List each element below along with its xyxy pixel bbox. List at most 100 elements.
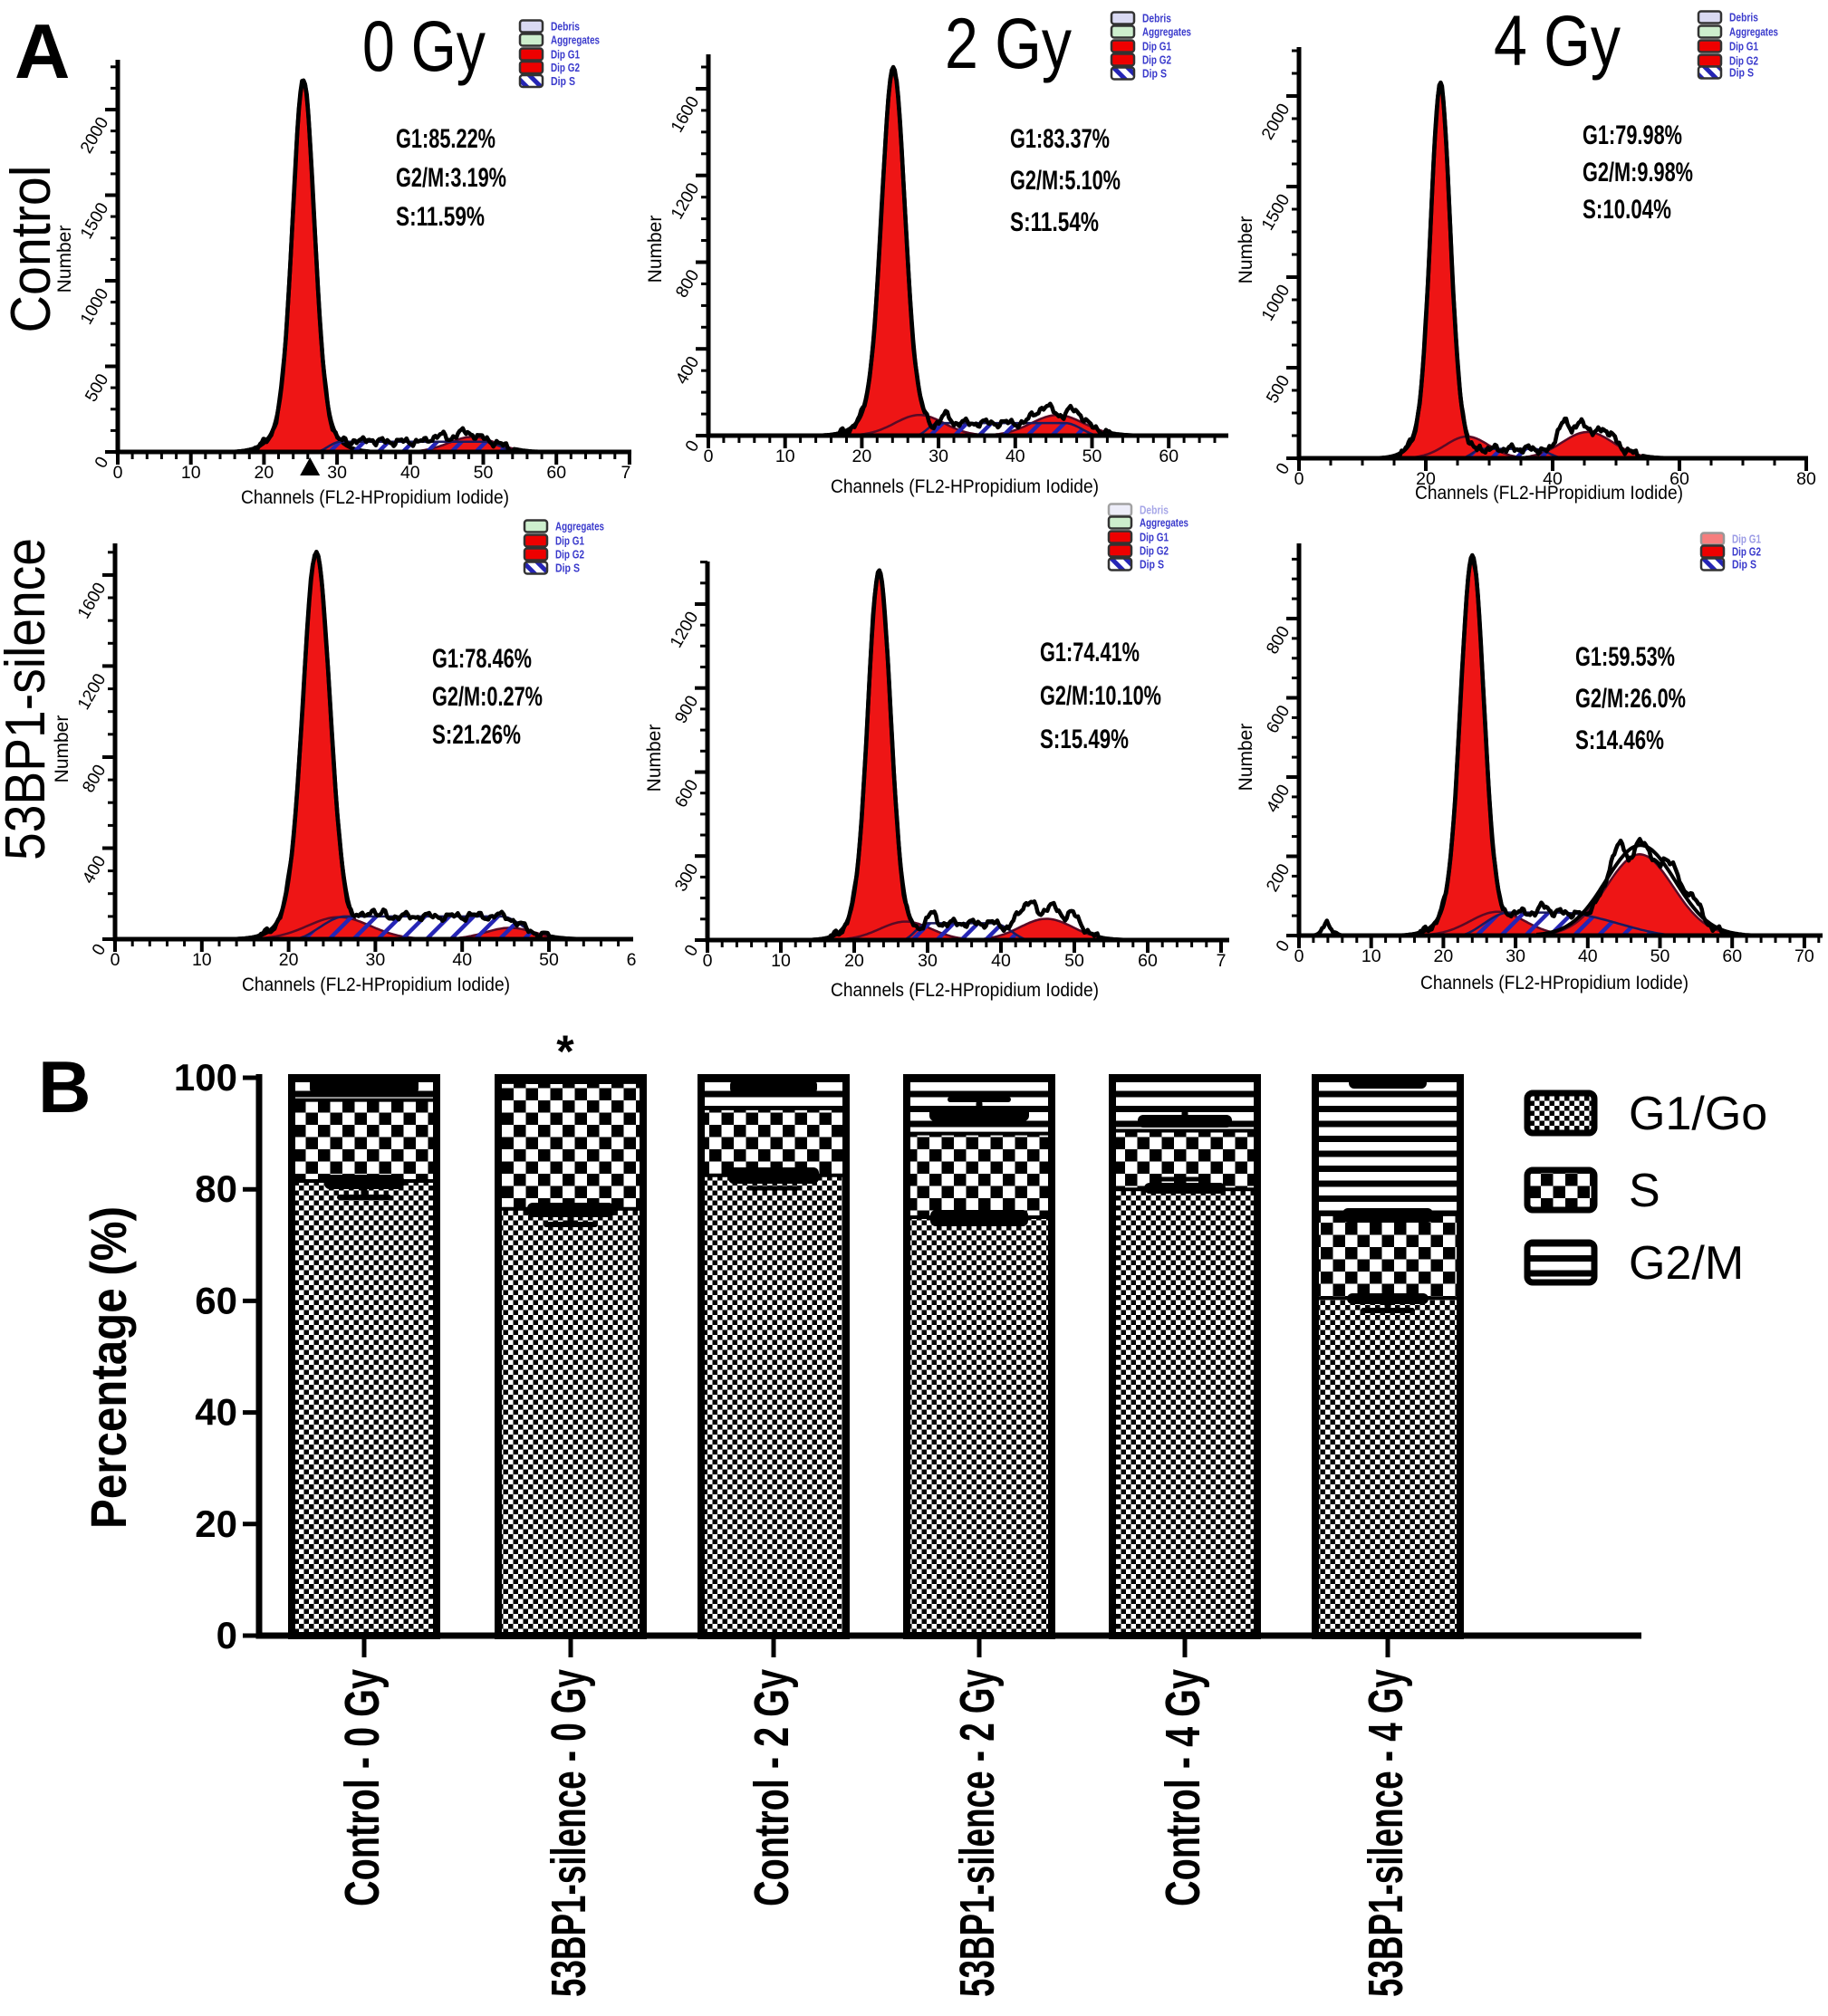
svg-text:100: 100 <box>174 1056 237 1099</box>
svg-text:Dip G2: Dip G2 <box>1732 546 1761 559</box>
svg-text:Dip G1: Dip G1 <box>555 535 584 548</box>
svg-text:Number: Number <box>1236 724 1256 792</box>
svg-text:20: 20 <box>1434 946 1454 966</box>
svg-text:60: 60 <box>195 1279 237 1321</box>
svg-text:Dip G2: Dip G2 <box>1729 55 1758 68</box>
svg-text:53BP1-silence - 2 Gy: 53BP1-silence - 2 Gy <box>950 1669 1005 1997</box>
svg-text:Aggregates: Aggregates <box>551 34 600 47</box>
svg-text:50: 50 <box>1650 946 1670 966</box>
svg-text:S:15.49%: S:15.49% <box>1040 725 1129 754</box>
svg-text:40: 40 <box>991 951 1011 971</box>
svg-text:50: 50 <box>1082 446 1102 466</box>
svg-text:G1:85.22%: G1:85.22% <box>396 124 495 154</box>
svg-text:20: 20 <box>255 463 274 483</box>
svg-text:S:21.26%: S:21.26% <box>432 720 521 750</box>
svg-text:Control - 0 Gy: Control - 0 Gy <box>335 1669 390 1906</box>
svg-text:0: 0 <box>704 446 714 466</box>
svg-text:Dip S: Dip S <box>551 75 575 88</box>
svg-text:7: 7 <box>621 463 630 483</box>
svg-text:0: 0 <box>703 951 713 971</box>
svg-text:50: 50 <box>474 463 494 483</box>
svg-text:Dip G2: Dip G2 <box>551 62 580 74</box>
svg-text:40: 40 <box>1543 469 1563 489</box>
svg-text:2 Gy: 2 Gy <box>945 3 1072 83</box>
svg-text:*: * <box>556 1026 574 1077</box>
svg-text:53BP1-silence - 0 Gy: 53BP1-silence - 0 Gy <box>542 1669 596 1997</box>
svg-text:G2/M:3.19%: G2/M:3.19% <box>396 163 506 193</box>
svg-text:30: 30 <box>1506 946 1525 966</box>
svg-text:Control - 2 Gy: Control - 2 Gy <box>745 1669 799 1906</box>
svg-text:Number: Number <box>645 216 666 283</box>
svg-text:10: 10 <box>775 446 795 466</box>
svg-text:40: 40 <box>452 950 472 970</box>
svg-text:A: A <box>14 9 70 95</box>
svg-text:Number: Number <box>54 226 75 293</box>
svg-text:Debris: Debris <box>1140 504 1169 517</box>
svg-text:G2/M:26.0%: G2/M:26.0% <box>1575 684 1686 714</box>
svg-text:Number: Number <box>52 715 72 783</box>
svg-text:50: 50 <box>539 950 559 970</box>
svg-text:0: 0 <box>113 463 123 483</box>
svg-text:Debris: Debris <box>551 21 580 34</box>
svg-text:Channels (FL2-HPropidium Iodid: Channels (FL2-HPropidium Iodide) <box>242 974 510 995</box>
svg-text:60: 60 <box>1722 946 1742 966</box>
svg-text:40: 40 <box>1578 946 1598 966</box>
svg-text:60: 60 <box>1159 446 1179 466</box>
svg-text:G1/Go: G1/Go <box>1629 1088 1767 1140</box>
svg-text:10: 10 <box>192 950 212 970</box>
svg-text:Dip G1: Dip G1 <box>1732 533 1761 546</box>
svg-text:Debris: Debris <box>1729 12 1758 24</box>
svg-text:0: 0 <box>1294 469 1304 489</box>
svg-text:60: 60 <box>1138 951 1158 971</box>
svg-text:6: 6 <box>627 950 637 970</box>
svg-text:30: 30 <box>327 463 347 483</box>
svg-text:G1:59.53%: G1:59.53% <box>1575 642 1675 672</box>
svg-text:20: 20 <box>195 1502 237 1545</box>
svg-text:0 Gy: 0 Gy <box>362 5 486 86</box>
svg-text:G2/M:5.10%: G2/M:5.10% <box>1010 166 1121 196</box>
svg-text:0: 0 <box>111 950 120 970</box>
svg-text:53BP1-silence - 4 Gy: 53BP1-silence - 4 Gy <box>1359 1669 1413 1997</box>
svg-text:Channels (FL2-HPropidium Iodid: Channels (FL2-HPropidium Iodide) <box>1420 973 1688 994</box>
svg-text:S:14.46%: S:14.46% <box>1575 725 1664 755</box>
svg-text:Number: Number <box>644 725 665 792</box>
svg-text:60: 60 <box>546 463 566 483</box>
svg-text:G2/M:9.98%: G2/M:9.98% <box>1583 158 1693 187</box>
svg-text:S:10.04%: S:10.04% <box>1583 195 1671 225</box>
svg-text:53BP1-silence: 53BP1-silence <box>0 538 57 860</box>
svg-text:Dip G1: Dip G1 <box>1729 41 1758 53</box>
svg-text:20: 20 <box>844 951 864 971</box>
svg-text:G1:74.41%: G1:74.41% <box>1040 638 1140 667</box>
svg-text:Control: Control <box>0 166 63 333</box>
svg-text:Channels (FL2-HPropidium Iodid: Channels (FL2-HPropidium Iodide) <box>241 487 509 508</box>
svg-text:20: 20 <box>279 950 299 970</box>
svg-text:Dip S: Dip S <box>1729 67 1754 80</box>
svg-text:S:11.54%: S:11.54% <box>1010 207 1099 237</box>
svg-text:10: 10 <box>181 463 201 483</box>
svg-text:40: 40 <box>195 1391 237 1434</box>
svg-text:Dip S: Dip S <box>1732 559 1756 571</box>
svg-text:0: 0 <box>216 1614 237 1656</box>
svg-text:4 Gy: 4 Gy <box>1494 0 1621 81</box>
svg-text:Dip G1: Dip G1 <box>1142 41 1171 53</box>
svg-text:Dip S: Dip S <box>555 562 580 575</box>
svg-text:30: 30 <box>918 951 938 971</box>
svg-text:10: 10 <box>1361 946 1381 966</box>
svg-text:40: 40 <box>400 463 420 483</box>
svg-text:20: 20 <box>852 446 872 466</box>
svg-text:Dip G1: Dip G1 <box>551 49 580 62</box>
svg-text:G2/M:10.10%: G2/M:10.10% <box>1040 681 1161 711</box>
svg-text:Channels (FL2-HPropidium Iodid: Channels (FL2-HPropidium Iodide) <box>1415 483 1683 504</box>
svg-text:Aggregates: Aggregates <box>1140 517 1188 530</box>
svg-text:60: 60 <box>1669 469 1689 489</box>
svg-text:Dip S: Dip S <box>1140 559 1164 571</box>
svg-text:Dip G1: Dip G1 <box>1140 532 1169 544</box>
svg-text:Dip G2: Dip G2 <box>555 549 584 562</box>
svg-text:Dip S: Dip S <box>1142 68 1167 81</box>
svg-text:Aggregates: Aggregates <box>1729 26 1778 39</box>
svg-text:Dip G2: Dip G2 <box>1140 545 1169 558</box>
svg-text:7: 7 <box>1217 951 1227 971</box>
svg-text:Aggregates: Aggregates <box>555 521 604 533</box>
svg-text:Debris: Debris <box>1142 13 1171 25</box>
svg-text:Number: Number <box>1236 216 1256 284</box>
